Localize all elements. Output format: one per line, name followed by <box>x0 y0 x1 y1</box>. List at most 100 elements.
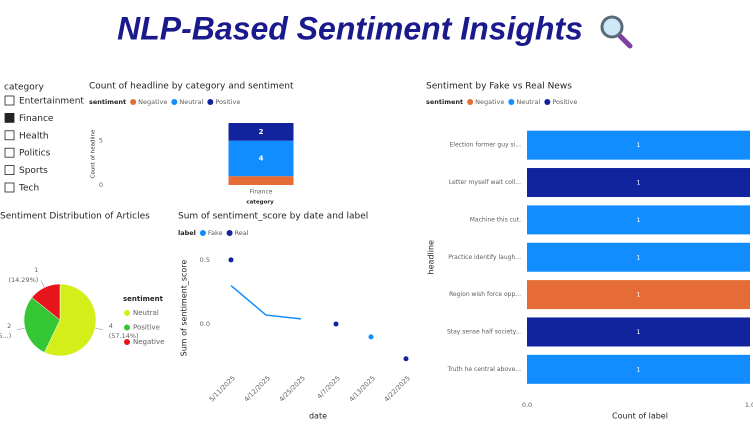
slicer-item[interactable]: Entertainment <box>19 97 84 107</box>
legend-title: sentiment <box>89 98 126 106</box>
y-tick-label: Region wish force opp... <box>449 291 521 298</box>
legend-label: Positive <box>133 324 160 332</box>
y-tick-label: 0.0 <box>200 320 210 328</box>
y-axis-label: Sum of sentiment_score <box>180 260 189 357</box>
slicer-item[interactable]: Politics <box>19 149 51 159</box>
legend-marker <box>508 99 515 105</box>
legend-label: Neutral <box>516 98 540 106</box>
point <box>368 334 374 340</box>
y-tick-label: 0 <box>99 181 103 189</box>
y-tick-label: Election former guy si... <box>450 142 522 149</box>
legend-label: Fake <box>208 229 223 237</box>
bar <box>527 205 750 235</box>
y-axis-label: headline <box>427 240 436 274</box>
bar <box>527 242 750 272</box>
slicer-item[interactable]: Health <box>19 131 49 141</box>
data-label: 1 <box>34 266 38 274</box>
chart-title: Sum of sentiment_score by date and label <box>178 212 368 222</box>
legend-title: sentiment <box>123 295 164 303</box>
bar-segment <box>228 176 294 185</box>
dashboard-title: NLP-Based Sentiment Insights <box>117 10 583 46</box>
slicer-item[interactable]: Finance <box>19 114 54 124</box>
legend-marker <box>199 230 206 236</box>
percent-label: (14.29%) <box>8 276 38 284</box>
legend-marker <box>124 310 130 316</box>
x-tick-label: 1.0 <box>745 401 753 409</box>
data-label: 4 <box>259 154 264 162</box>
bar <box>527 317 750 347</box>
percent-label: (57.14%) <box>109 332 139 340</box>
legend-marker <box>226 230 233 236</box>
y-axis-label: Count of headline <box>91 129 97 178</box>
leader-line <box>17 327 25 331</box>
y-tick-label: Practice identify laugh... <box>448 254 521 261</box>
y-tick-label: Truth he central above... <box>447 366 522 373</box>
data-label: 1 <box>636 291 640 299</box>
bar <box>527 354 750 384</box>
slicer-item[interactable]: Sports <box>19 166 48 176</box>
x-axis-label: date <box>309 412 327 421</box>
data-label: 4 <box>109 322 113 330</box>
chart-title: Sentiment Distribution of Articles <box>0 212 150 222</box>
legend-title: label <box>178 229 196 237</box>
legend-title: sentiment <box>426 98 463 106</box>
data-label: 2 <box>7 322 11 330</box>
pie-slice <box>44 283 97 357</box>
legend-marker <box>124 339 130 345</box>
y-tick-label: Stay sense half society... <box>447 328 521 335</box>
slicer-item[interactable]: Tech <box>18 184 39 194</box>
point <box>228 257 234 263</box>
legend-label: Neutral <box>133 309 159 317</box>
data-label: 1 <box>636 253 640 261</box>
bar <box>527 280 750 310</box>
legend-label: Negative <box>133 338 164 346</box>
legend-label: Negative <box>138 98 167 106</box>
y-tick-label: Machine this cut. <box>470 216 521 223</box>
slicer-checkbox[interactable] <box>4 165 15 176</box>
data-label: 1 <box>636 141 640 149</box>
chart-title: Sentiment by Fake vs Real News <box>426 82 572 92</box>
x-axis-label: category <box>246 200 274 206</box>
slicer-checkbox[interactable] <box>4 130 15 141</box>
data-label: 1 <box>636 179 640 187</box>
slicer-checkbox[interactable] <box>4 113 15 123</box>
slicer-checkbox[interactable] <box>4 147 15 158</box>
slicer-checkbox[interactable] <box>4 95 15 106</box>
legend-marker <box>124 324 130 331</box>
bar-segment <box>228 140 294 177</box>
y-tick-label: Letter myself wait coll... <box>449 179 521 186</box>
leader-line <box>95 327 103 331</box>
legend-marker <box>130 99 137 105</box>
slicer-title: category <box>4 83 44 93</box>
legend-marker <box>171 99 178 105</box>
legend-marker <box>207 99 214 105</box>
legend-label: Positive <box>552 98 577 106</box>
y-tick-label: 0.5 <box>200 256 210 264</box>
legend-marker <box>544 99 551 105</box>
bar <box>527 168 750 198</box>
data-label: 1 <box>636 365 640 373</box>
percent-label: (28.5...) <box>0 332 11 340</box>
legend-label: Neutral <box>179 98 203 106</box>
data-label: 1 <box>636 328 640 336</box>
chart-title: Count of headline by category and sentim… <box>89 82 294 92</box>
data-label: 2 <box>259 128 264 136</box>
bar <box>527 130 750 160</box>
x-tick-label: 0.0 <box>522 401 532 409</box>
legend-label: Real <box>235 229 249 237</box>
pie-slice <box>31 283 61 321</box>
legend-label: Positive <box>215 98 240 106</box>
point <box>333 321 339 327</box>
data-label: 1 <box>636 216 640 224</box>
slicer-checkbox[interactable] <box>4 182 15 193</box>
leader-line <box>40 280 45 288</box>
line <box>230 284 302 320</box>
legend-marker <box>467 99 474 105</box>
x-tick-label: Finance <box>250 189 273 196</box>
x-axis-label: Count of label <box>612 412 668 421</box>
y-tick-label: 5 <box>99 137 103 145</box>
bar-segment <box>228 123 294 141</box>
point <box>403 356 409 362</box>
